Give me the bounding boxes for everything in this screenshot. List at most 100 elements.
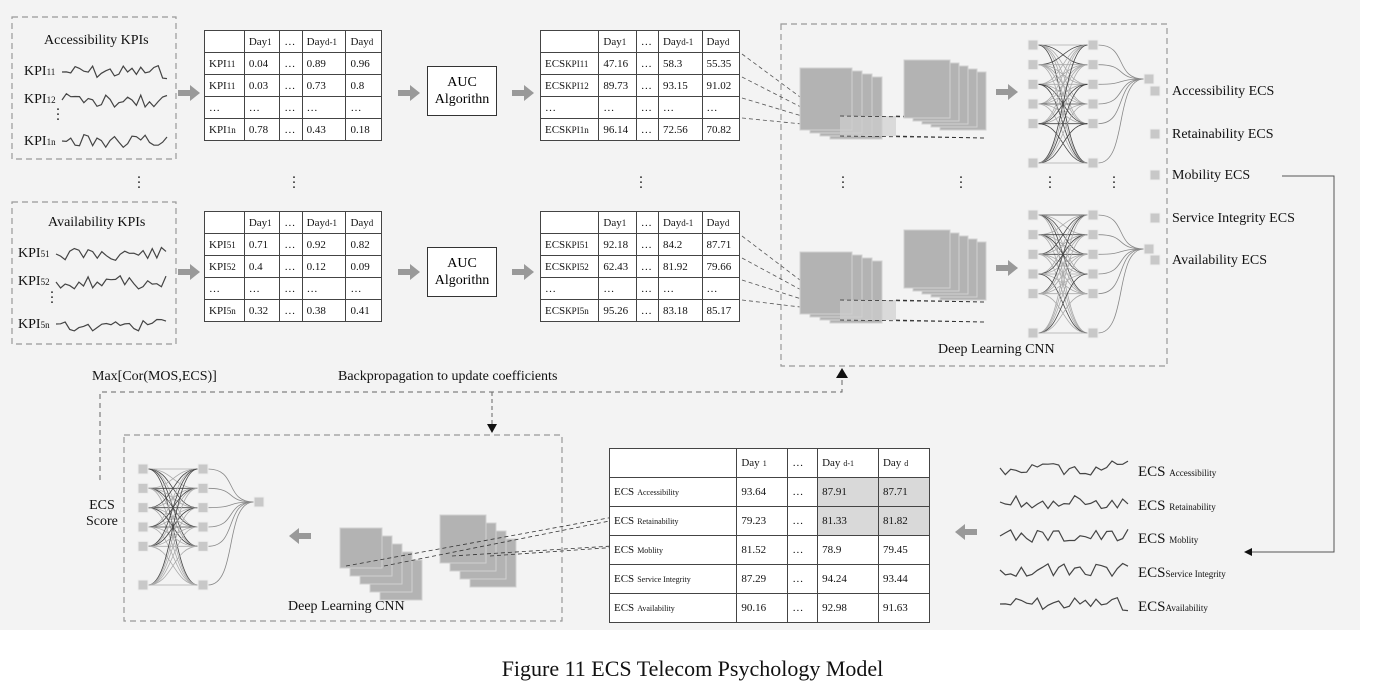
ecs-signal-line [999,562,1129,578]
network-node [197,579,209,591]
table-header-cell: Dayd [701,211,741,234]
availability-kpis-title: Availability KPIs [48,215,146,230]
table-cell: 70.82 [701,118,741,141]
projection-line [895,299,986,303]
table-header-cell: Dayd-1 [301,211,347,234]
table-cell: 96.14 [598,118,637,141]
network-edge [1037,234,1089,295]
table-cell: … [279,52,303,75]
network-node [1143,73,1155,85]
group-ellipsis: · · · [840,170,846,196]
network-node [1027,229,1039,241]
network-edge [1097,214,1145,250]
network-node [1027,209,1039,221]
output-node-icon [1149,128,1161,140]
table-cell: 91.02 [701,74,741,97]
network-node [137,463,149,475]
table-header-cell: … [635,211,659,234]
table-row: ECS Retainability 79.23… 81.33 81.82 [608,506,931,536]
table-corner-cell [539,211,600,234]
table-header-cell: Dayd-1 [657,211,703,234]
table-cell: 93.64 [736,477,789,507]
network-edge [1037,214,1089,295]
kpi-signal-line [61,64,168,80]
table-cell: … [701,277,741,300]
table-cell: … [657,96,703,119]
output-node-icon [1149,85,1161,97]
table-cell: … [598,277,637,300]
group-ellipsis: · · · [1047,170,1053,196]
table-cell: 0.73 [301,74,347,97]
group-ellipsis: · · · [291,170,297,196]
ecs-final-table: Day 1… Day d-1 Day d ECS Accessibility 93.64… 87.… [608,448,931,623]
table-row-label: ECSKPI1n [539,118,600,141]
table-header-cell: … [279,30,303,53]
network-edge [147,487,199,547]
network-edge [207,501,255,509]
network-node [1027,248,1039,260]
network-node [1087,288,1099,300]
table-row-label: KPI51 [204,233,245,256]
table-cell: … [657,277,703,300]
ecs-score-label: ECS Score [86,498,118,529]
table-cell: 87.91 [817,477,879,507]
table-cell: 0.12 [301,255,347,278]
network-edge [207,501,255,547]
table-row: …………… [539,277,741,300]
kpi-signal-line [61,133,168,149]
network-node [197,502,209,514]
table-corner-cell [608,448,738,478]
table-cell: 0.09 [345,255,382,278]
output-retainability-ecs: Retainability ECS [1172,127,1274,142]
network-node [1087,39,1099,51]
network-node [1087,59,1099,71]
kpi-ellipsis: · · · [49,285,55,311]
accessibility-kpi-box [11,16,177,160]
output-service-integrity-ecs: Service Integrity ECS [1172,211,1295,226]
table-cell: … [635,52,659,75]
table-row-label: KPI11 [204,52,245,75]
output-node-icon [1149,254,1161,266]
network-node [1087,229,1099,241]
signal-legend-availability: ECSAvailability [1138,599,1208,615]
accessibility-kpis-title: Accessibility KPIs [44,33,149,48]
ecs-signal-line [999,596,1129,612]
table-cell: 78.9 [817,535,879,565]
kpi-day-table-availability: Day1… Dayd-1 Dayd KPI51 0.71… 0.92 0.82 KPI52 0.… [204,211,382,322]
network-node [1027,268,1039,280]
table-cell: 81.82 [877,506,931,536]
table-cell: 0.71 [243,233,281,256]
table-row: ECS Service Integrity 87.29… 94.24 93.44 [608,564,931,594]
table-cell: 0.04 [243,52,281,75]
network-edge [1037,64,1089,164]
table-cell: … [301,277,347,300]
network-node [1087,248,1099,260]
table-row: KPI5n 0.32… 0.38 0.41 [204,299,382,322]
auc-algorithm-box: AUC Algorithn [427,66,497,116]
table-cell: 94.24 [817,564,879,594]
table-cell: 87.71 [877,477,931,507]
network-edge [1037,234,1089,334]
arrow-head [487,424,497,433]
table-header-cell: Dayd [345,211,382,234]
table-cell: 0.78 [243,118,281,141]
table-cell: 93.15 [657,74,703,97]
kpi-label-1n: KPI1n [24,134,56,149]
network-edge [1097,64,1145,80]
table-row-label: KPI11 [204,74,245,97]
table-cell: … [301,96,347,119]
network-node [1027,39,1039,51]
ecs-kpi-table-accessibility: Day1… Dayd-1 Dayd ECSKPI11 47.16… 58.3 55.35 EC… [539,30,741,141]
network-node [1027,98,1039,110]
table-cell: 0.8 [345,74,382,97]
table-cell: … [243,277,281,300]
network-node [1087,157,1099,169]
network-node [197,482,209,494]
table-row-label: … [539,96,600,119]
table-cell: 58.3 [657,52,703,75]
table-row: KPI52 0.4… 0.12 0.09 [204,255,382,278]
table-corner-cell [204,211,245,234]
